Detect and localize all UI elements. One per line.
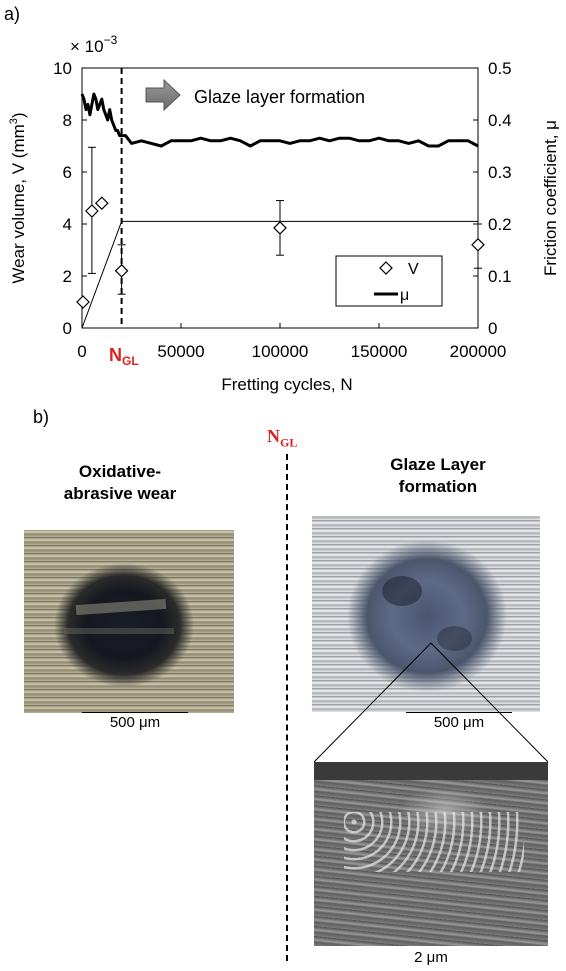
left-caption: Oxidative- abrasive wear	[63, 462, 177, 503]
oxidative-wear-micrograph	[24, 530, 234, 713]
x-tick-label: 50000	[157, 342, 204, 361]
friction-line	[80, 92, 479, 148]
friction-series	[80, 92, 479, 148]
ngl-tick-label: NGL	[109, 345, 139, 368]
legend-v-label: V	[408, 261, 419, 278]
x-tick-label: 150000	[351, 342, 408, 361]
x-tick-label: 200000	[450, 342, 507, 361]
x-tick-label: 100000	[252, 342, 309, 361]
y-left-tick-label: 0	[63, 319, 72, 338]
legend-diamond-icon	[379, 261, 393, 275]
y-right-tick-label: 0.5	[488, 59, 512, 78]
y-right-tick-label: 0.2	[488, 215, 512, 234]
x-axis-ticks: 0 50000 100000 150000 200000	[77, 323, 506, 361]
y-right-tick-label: 0	[488, 319, 497, 338]
panel-b-ngl-label: NGL	[267, 426, 298, 450]
glaze-annotation: Glaze layer formation	[194, 87, 365, 107]
wear-volume-point	[273, 221, 287, 235]
friction-wear-chart: 0 2 4 6 8 10 0 0.1 0.2 0.3 0.4 0.5 0 50000 100000 150…	[8, 33, 560, 394]
right-scale-bar	[406, 712, 512, 713]
y-right-label: Friction coefficient, μ	[541, 120, 560, 276]
y-right-tick-label: 0.4	[488, 111, 512, 130]
right-caption: Glaze Layer formation	[390, 455, 486, 496]
glaze-layer-micrograph	[312, 516, 540, 712]
y-right-tick-label: 0.1	[488, 267, 512, 286]
right-axis-ticks: 0 0.1 0.2 0.3 0.4 0.5	[473, 59, 512, 338]
wear-volume-point	[114, 263, 129, 278]
y-left-tick-label: 2	[63, 267, 72, 286]
wear-volume-point	[471, 237, 485, 252]
y-left-tick-label: 4	[63, 215, 72, 234]
left-scale-bar	[82, 712, 188, 713]
legend-mu-label: μ	[400, 287, 409, 304]
wear-volume-point	[76, 295, 90, 309]
y-right-tick-label: 0.3	[488, 163, 512, 182]
x-tick-label: 0	[77, 342, 86, 361]
y-left-tick-label: 6	[63, 163, 72, 182]
sem-micrograph	[314, 762, 548, 946]
panel-a-label: a)	[4, 4, 21, 24]
wear-ramp-line	[81, 221, 123, 329]
y-multiplier: × 10−3	[70, 33, 118, 56]
right-scale-label: 500 μm	[433, 714, 485, 731]
y-left-tick-label: 10	[53, 59, 72, 78]
legend: V μ	[335, 255, 443, 307]
left-axis-ticks: 0 2 4 6 8 10	[53, 59, 87, 338]
y-left-label: Wear volume, V (mm3)	[8, 112, 28, 283]
sem-scale-label: 2 μm	[414, 949, 448, 966]
wear-volume-point	[85, 204, 99, 218]
wear-volume-series	[76, 146, 485, 309]
wear-volume-point	[94, 196, 109, 211]
y-left-tick-label: 8	[63, 111, 72, 130]
panel-b-label: b)	[33, 407, 50, 427]
panel-b-divider	[286, 454, 288, 961]
left-scale-label: 500 μm	[109, 714, 161, 731]
right-arrow-icon	[145, 78, 181, 112]
x-axis-label: Fretting cycles, N	[221, 375, 352, 394]
